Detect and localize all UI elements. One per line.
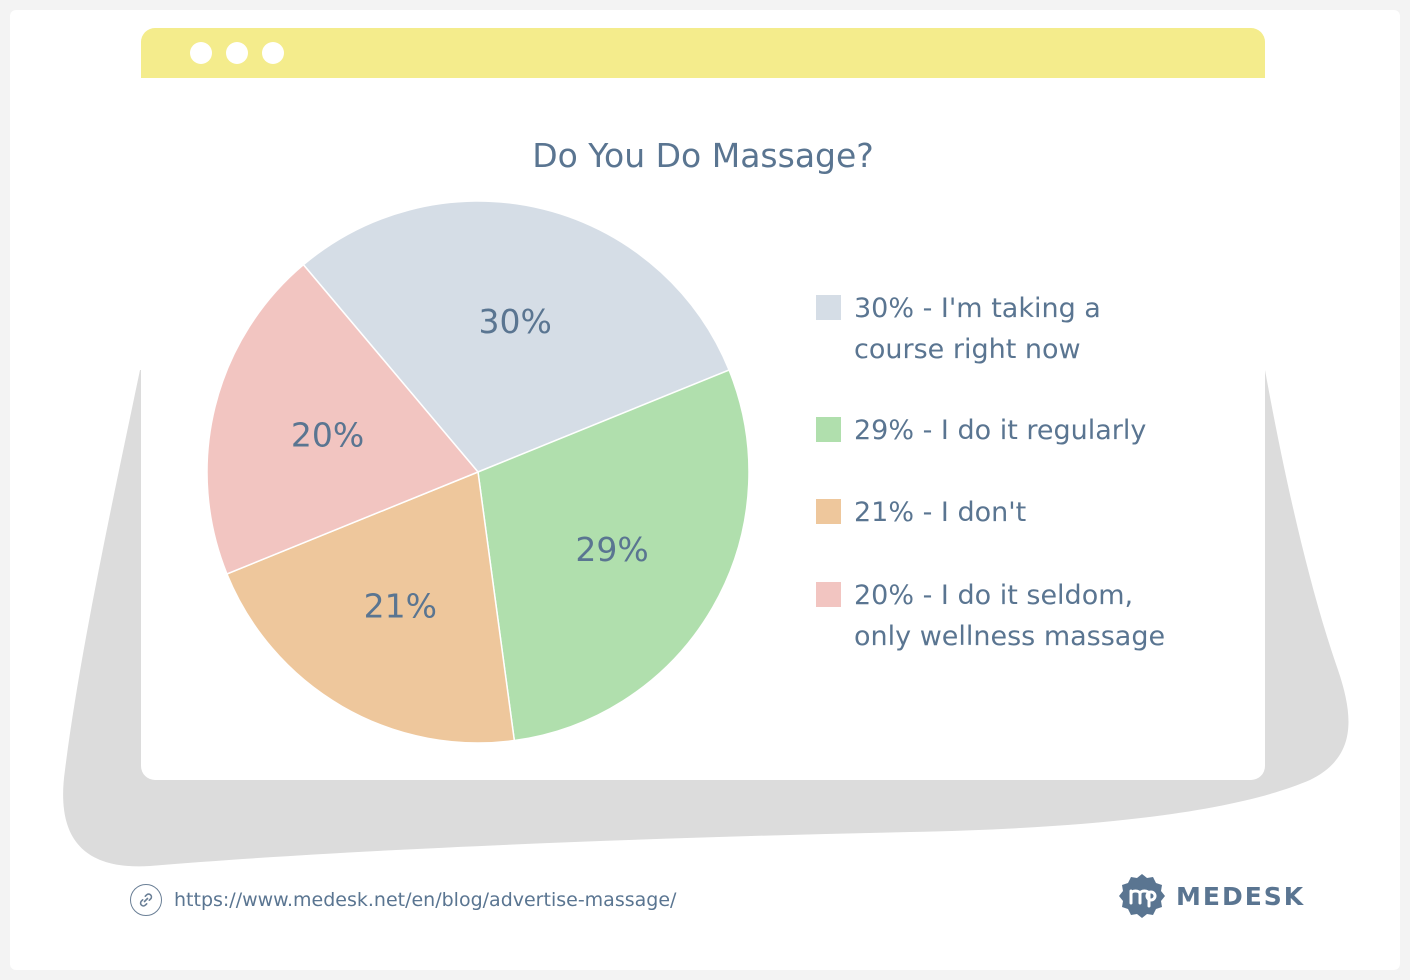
source-link[interactable]: https://www.medesk.net/en/blog/advertise… [130,884,676,916]
legend-swatch [816,582,841,607]
medesk-logo-icon [1119,874,1165,918]
pie-slice [225,470,516,744]
slice-label: 29% [575,530,648,569]
window-titlebar [141,28,1265,78]
legend-label: 30% - I'm taking a course right now [854,293,1101,365]
window-dot [190,42,212,64]
window-dot [226,42,248,64]
brand: MEDESK [1118,872,1305,920]
window-dot [262,42,284,64]
legend-item: 30% - I'm taking a course right now [816,288,1214,370]
source-url[interactable]: https://www.medesk.net/en/blog/advertise… [174,889,677,911]
slice-label: 20% [291,415,364,454]
legend-item: 21% - I don't [816,492,1214,533]
legend-label: 20% - I do it seldom, only wellness mass… [854,580,1166,652]
legend-item: 29% - I do it regularly [816,410,1214,451]
slice-label: 21% [364,587,437,626]
pie-slice [206,263,480,575]
chart-title: Do You Do Massage? [532,136,874,175]
legend-swatch [816,499,841,524]
legend-label: 21% - I don't [854,497,1027,528]
pie-slice [302,200,731,473]
pie-chart: 30% 29% 21% 20% [206,200,750,744]
legend-item: 20% - I do it seldom, only wellness mass… [816,575,1214,657]
pie-slice [477,369,750,742]
brand-name: MEDESK [1176,881,1306,911]
slice-label: 30% [479,302,552,341]
legend-label: 29% - I do it regularly [854,415,1147,446]
legend-swatch [816,295,841,320]
legend-swatch [816,417,841,442]
link-icon [130,884,162,916]
